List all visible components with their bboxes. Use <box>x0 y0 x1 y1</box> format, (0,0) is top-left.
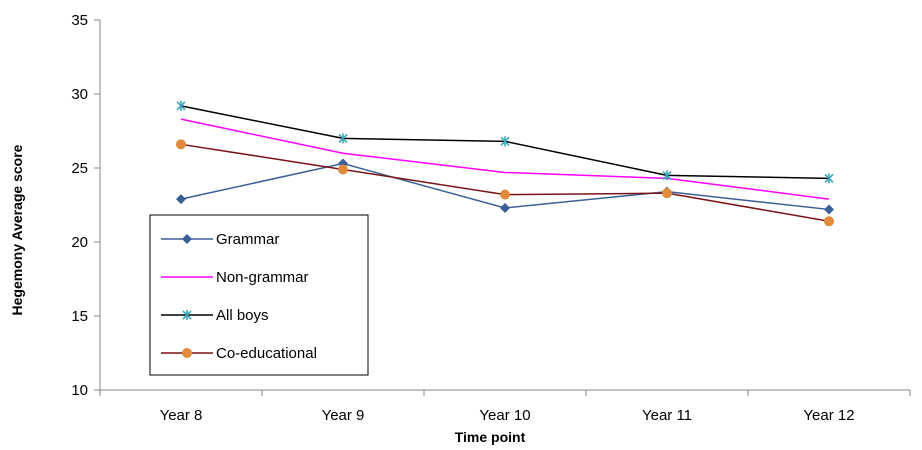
y-tick-label: 10 <box>71 382 88 399</box>
data-point <box>338 133 348 144</box>
legend-label: All boys <box>216 307 269 324</box>
y-tick-label: 30 <box>71 86 88 103</box>
legend-entry: Non-grammar <box>161 269 309 286</box>
x-tick-label: Year 9 <box>322 407 365 424</box>
data-point <box>176 194 186 205</box>
data-point <box>176 100 186 111</box>
series-lines <box>176 100 834 227</box>
tick-labels: 10 15 20 25 30 35 Year 8 Year 9 Year 10 Year 11 Ye… <box>71 12 854 424</box>
data-point <box>824 216 834 227</box>
x-tick-label: Year 11 <box>642 407 692 424</box>
data-point <box>824 204 834 215</box>
series-non-grammar <box>180 118 830 200</box>
series-all-boys <box>176 100 834 184</box>
legend: Grammar Non-grammar All boys Co-educational <box>149 214 369 376</box>
data-point <box>824 173 834 184</box>
data-point <box>338 164 348 175</box>
series-co-educational <box>176 139 834 227</box>
legend-label: Non-grammar <box>216 269 309 286</box>
data-point <box>662 188 672 199</box>
y-tick-label: 25 <box>71 160 88 177</box>
y-tick-label: 20 <box>71 234 88 251</box>
x-tick-label: Year 10 <box>479 407 530 424</box>
axes <box>94 19 911 396</box>
legend-marker <box>182 310 192 320</box>
data-point <box>500 136 510 147</box>
legend-label: Grammar <box>216 231 279 248</box>
data-point <box>500 202 510 213</box>
legend-label: Co-educational <box>216 345 317 362</box>
legend-marker <box>182 348 192 358</box>
y-axis-title: Hegemony Average score <box>9 144 25 315</box>
legend-entry: Co-educational <box>161 345 317 362</box>
x-axis-title: Time point <box>455 429 526 445</box>
x-tick-label: Year 8 <box>160 407 203 424</box>
x-tick-label: Year 12 <box>803 407 854 424</box>
data-point <box>662 170 672 181</box>
y-tick-label: 15 <box>71 308 88 325</box>
legend-marker <box>182 234 192 244</box>
legend-entry: Grammar <box>161 231 279 248</box>
y-tick-label: 35 <box>71 12 88 29</box>
data-point <box>176 139 186 150</box>
legend-entry: All boys <box>161 307 269 324</box>
data-point <box>500 189 510 200</box>
series-line <box>180 118 830 200</box>
